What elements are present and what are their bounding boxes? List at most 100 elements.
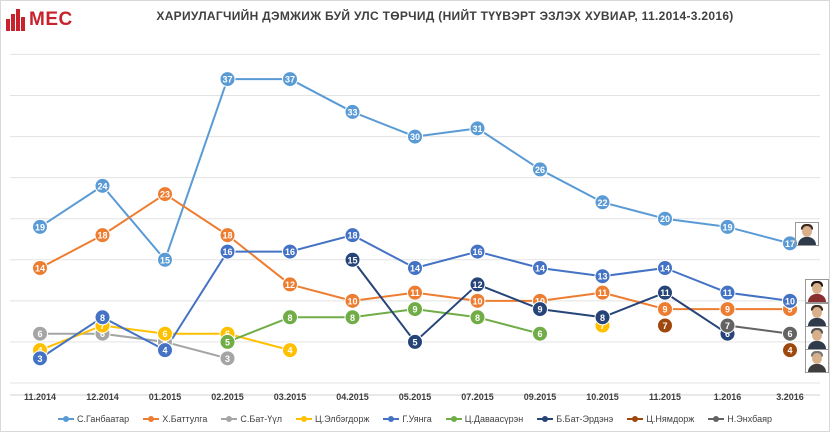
series-line-segment (164, 78, 229, 261)
data-label: 14 (410, 264, 420, 274)
data-point (657, 260, 673, 276)
chart-legend: С.Ганбаатар Х.Баттулга С.Бат-Үүл Ц.Элбэгдор… (0, 411, 830, 427)
series-line-segment (164, 340, 229, 360)
data-label: 6 (37, 329, 42, 339)
data-label: 4 (787, 346, 792, 356)
x-tick-label: 03.2015 (274, 392, 307, 402)
data-label: 19 (722, 222, 732, 232)
data-label: 10 (472, 296, 482, 306)
series-line-segment (414, 283, 479, 343)
data-label: 6 (537, 329, 542, 339)
data-point (157, 342, 173, 359)
series-line-segment (539, 267, 604, 278)
series-line-segment (351, 308, 416, 319)
chart-title: ХАРИУЛАГЧИЙН ДЭМЖИЖ БУЙ УЛС ТӨРЧИД (НИЙТ… (156, 9, 734, 23)
series-line-segment (664, 217, 729, 228)
series-line-segment (539, 168, 604, 204)
legend-label: Н.Энхбаяр (727, 414, 772, 424)
series-line-segment (476, 316, 541, 335)
data-label: 11 (410, 288, 420, 298)
data-point (282, 71, 298, 88)
data-label: 19 (35, 222, 45, 232)
data-point (594, 284, 611, 301)
data-point (282, 309, 298, 326)
data-label: 14 (660, 264, 670, 274)
legend-label: С.Бат-Үүл (240, 414, 282, 424)
legend-item: С.Бат-Үүл (221, 414, 282, 424)
data-point (594, 309, 611, 326)
data-point (594, 194, 611, 211)
data-label: 8 (600, 313, 605, 323)
series-line-segment (726, 324, 791, 335)
data-label: 37 (285, 75, 295, 85)
data-point (532, 260, 548, 276)
data-point (469, 276, 486, 293)
data-label: 9 (412, 305, 417, 315)
series-line-segment (351, 234, 416, 269)
series-line-segment (289, 78, 354, 113)
legend-swatch (383, 415, 400, 423)
data-point (657, 284, 673, 301)
series-line-segment (414, 127, 479, 138)
data-point (344, 292, 361, 309)
data-label: 18 (222, 231, 232, 241)
data-label: 9 (662, 305, 667, 315)
data-point (407, 260, 423, 276)
candidate-photo-battulga (805, 303, 829, 327)
data-label: 16 (285, 247, 295, 257)
series-line-segment (101, 316, 166, 352)
data-point (469, 243, 486, 260)
series-line-segment (601, 291, 666, 319)
data-point (157, 251, 173, 268)
data-point (344, 227, 361, 244)
series-line-segment (226, 234, 291, 286)
data-point (657, 210, 673, 227)
series-line-segment (476, 127, 541, 171)
data-label: 7 (600, 321, 605, 331)
data-point (782, 292, 798, 309)
data-label: 13 (597, 272, 607, 282)
data-label: 9 (787, 305, 792, 315)
series-line-segment (101, 184, 166, 261)
data-label: 9 (537, 305, 542, 315)
series-line-segment (539, 308, 604, 319)
series-line-segment (289, 234, 354, 253)
series-line-segment (539, 291, 604, 302)
legend-swatch (296, 415, 312, 423)
data-point (407, 284, 423, 301)
x-tick-label: 09.2015 (524, 392, 557, 402)
data-label: 8 (475, 313, 480, 323)
data-point (657, 301, 673, 318)
legend-label: Ц.Даваасүрэн (464, 414, 524, 424)
data-label: 8 (350, 313, 355, 323)
data-point (219, 350, 236, 367)
series-line-segment (289, 283, 354, 302)
series-line-segment (101, 193, 166, 237)
legend-item: Н.Энхбаяр (708, 414, 772, 424)
data-point (282, 243, 298, 260)
data-point (407, 301, 423, 318)
data-point (344, 251, 361, 268)
legend-swatch (537, 415, 554, 423)
data-point (719, 218, 736, 235)
series-line-segment (226, 316, 291, 343)
data-label: 16 (222, 247, 232, 257)
data-point (407, 128, 423, 145)
data-label: 15 (347, 255, 357, 265)
legend-swatch (221, 415, 238, 423)
legend-item: Г.Уянга (383, 414, 432, 424)
data-point (469, 292, 486, 309)
data-point (32, 325, 48, 342)
data-point (657, 317, 673, 334)
data-point (32, 218, 48, 235)
data-point (32, 260, 48, 276)
series-line-segment (101, 324, 166, 335)
data-label: 14 (535, 264, 545, 274)
data-label: 15 (160, 255, 170, 265)
legend-item: Х.Баттулга (143, 414, 207, 424)
data-point (157, 325, 173, 342)
data-point (532, 301, 548, 318)
data-point (94, 309, 111, 326)
